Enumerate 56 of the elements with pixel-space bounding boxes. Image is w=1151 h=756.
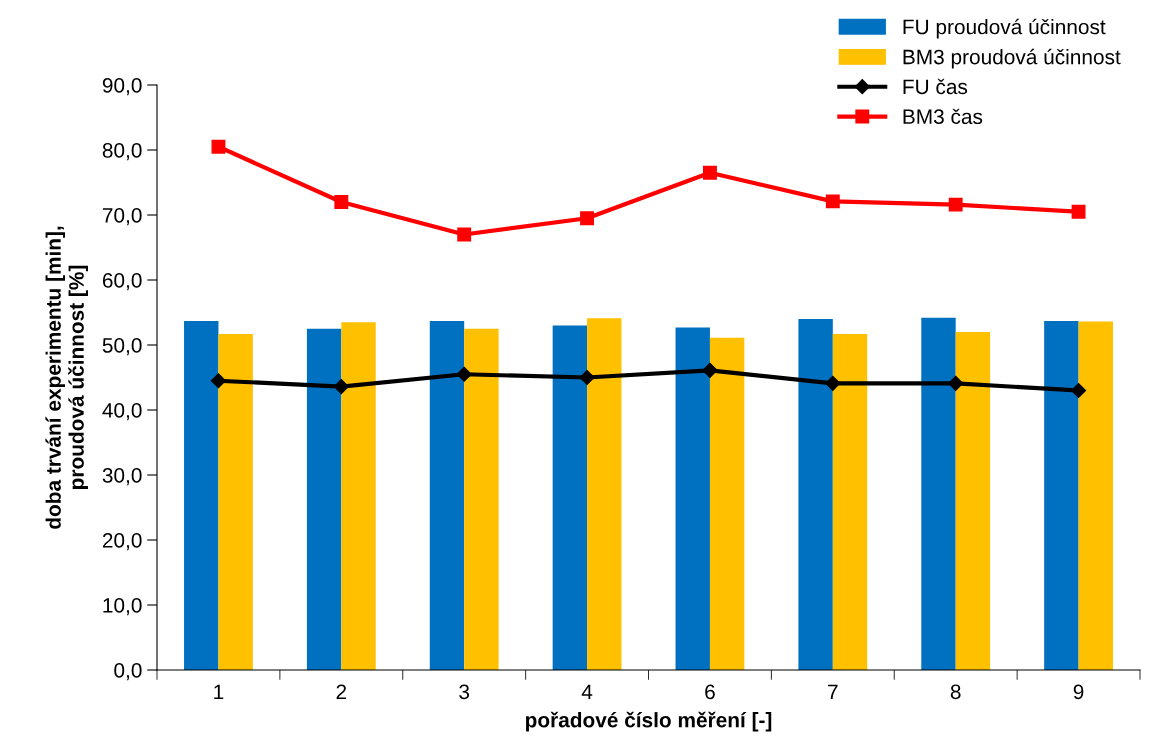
x-tick-label: 7 — [828, 684, 838, 699]
bar — [955, 332, 991, 670]
y-tick-label: 70,0 — [102, 208, 142, 226]
y-tick-label: 10,0 — [103, 598, 142, 616]
bar — [341, 322, 376, 670]
x-tick-label: 4 — [581, 684, 593, 699]
y-tick-label: 80,0 — [102, 143, 142, 161]
point — [580, 211, 595, 226]
y-tick-label: 20,0 — [102, 533, 142, 551]
point — [211, 139, 226, 154]
point — [948, 375, 964, 391]
y-axis-title: doba trvání experimentu [min], proudová účinnost [%] — [45, 226, 88, 529]
bar — [306, 328, 342, 670]
point — [702, 165, 717, 180]
x-tick-label: 6 — [705, 684, 715, 700]
point — [825, 375, 841, 391]
x-tick-label: 8 — [950, 684, 961, 700]
y-tick-label: 60,0 — [102, 273, 142, 291]
x-tick-label: 9 — [1073, 684, 1084, 700]
point — [1070, 382, 1087, 399]
point — [825, 194, 840, 209]
x-tick-label: 2 — [336, 684, 347, 699]
bar — [675, 327, 710, 670]
bar — [552, 325, 588, 670]
y-tick-label: 50,0 — [102, 338, 142, 356]
bar — [921, 317, 956, 670]
point — [333, 379, 349, 395]
point — [948, 197, 963, 212]
x-tick-label: 3 — [459, 684, 470, 700]
bar — [1044, 320, 1079, 670]
bar — [184, 320, 219, 670]
bar — [832, 333, 868, 670]
y-tick-label: 0,0 — [114, 663, 142, 681]
legend-label: FU proudová účinnost — [903, 18, 1106, 39]
point — [456, 366, 472, 382]
point — [1071, 204, 1086, 219]
x-tick-label: 1 — [214, 684, 224, 699]
point — [457, 227, 472, 242]
point — [210, 373, 227, 389]
x-axis-title: pořadové číslo měření [-] — [526, 711, 772, 732]
bar — [1078, 321, 1113, 670]
bar — [218, 333, 253, 670]
bar — [464, 328, 499, 670]
y-tick-label: 30,0 — [102, 468, 142, 486]
legend-label: FU čas — [903, 78, 968, 95]
bar — [709, 337, 745, 670]
y-tick-label: 90,0 — [102, 78, 142, 96]
bar — [798, 319, 833, 670]
point — [702, 362, 718, 378]
bar — [587, 318, 622, 670]
point — [334, 195, 349, 209]
bar — [429, 320, 465, 670]
y-tick-label: 40,0 — [102, 403, 142, 421]
legend-label: BM3 proudová účinnost — [903, 48, 1121, 69]
point — [579, 369, 595, 386]
legend-label: BM3 čas — [903, 108, 983, 125]
